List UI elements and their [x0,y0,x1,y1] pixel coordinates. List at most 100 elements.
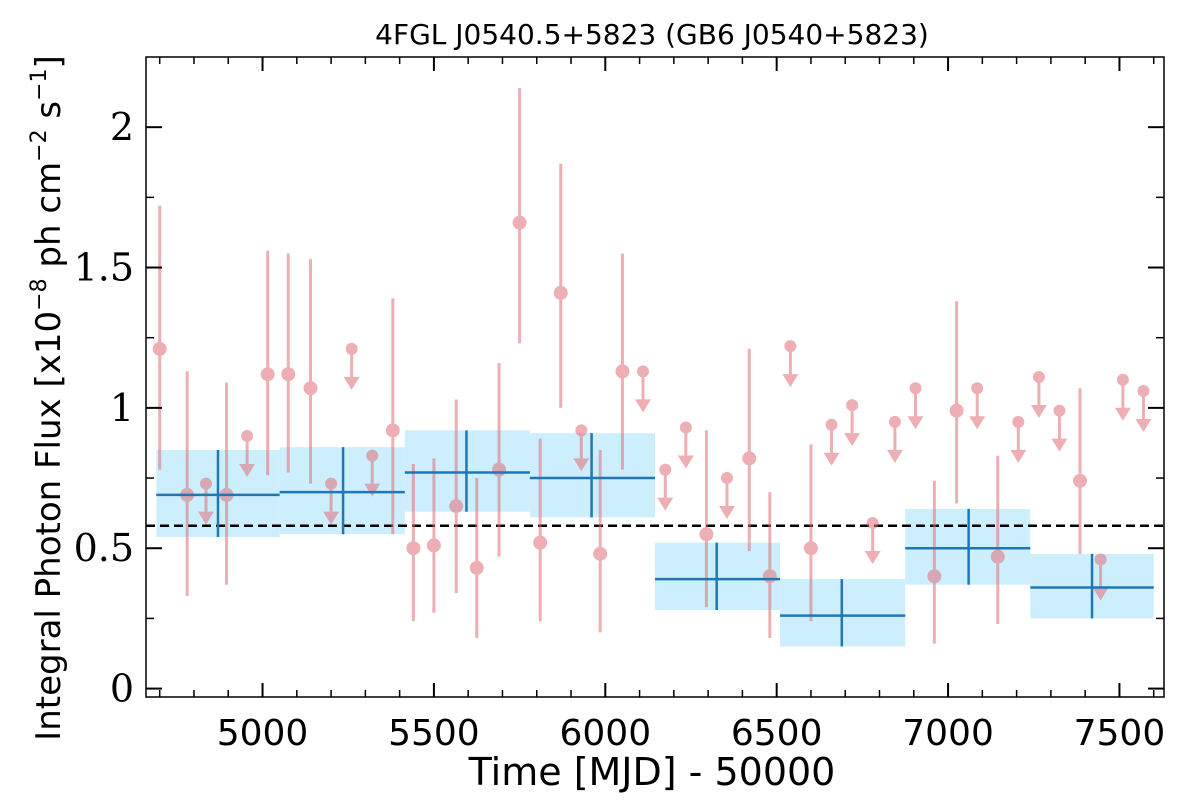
upper-limit-arrow-3 [343,376,360,390]
detection-marker-23 [990,549,1005,564]
y-tick-label-2: 1 [110,386,134,430]
long-bin-point-4 [655,542,781,610]
upper-limit-22 [1135,385,1152,433]
detection-marker-17 [699,527,714,542]
detection-marker-0 [152,341,167,356]
upper-limit-marker-7 [659,463,672,476]
detection-point-16 [615,253,630,470]
upper-limit-12 [844,399,861,447]
x-tick-label-0: 5000 [217,713,309,754]
upper-limit-marker-20 [1094,553,1107,566]
upper-limit-marker-19 [1053,404,1066,417]
long-bin-point-0 [156,449,280,537]
upper-limit-arrow-13 [864,550,881,564]
upper-limit-marker-6 [637,365,650,378]
x-axis-ticks: 5000 5500 6000 6500 7000 7500 [158,57,1166,754]
upper-limit-arrow-10 [782,374,799,388]
y-axis-label: Integral Photon Flux [x10−8 ph cm−2 s−1] [27,55,69,741]
detection-marker-13 [533,535,548,550]
detection-point-22 [949,301,964,504]
y-tick-label-4: 2 [110,105,134,149]
upper-limit-6 [635,365,652,413]
detection-marker-8 [426,538,441,553]
upper-limit-marker-0 [199,477,212,490]
detection-point-24 [1073,388,1088,554]
upper-limit-15 [907,382,924,430]
upper-limit-marker-15 [909,382,922,395]
upper-limit-arrow-9 [718,506,735,520]
long-bin-point-7 [1030,553,1154,619]
y-tick-label-0: 0 [110,667,134,711]
detection-point-6 [385,298,400,535]
upper-limit-0 [197,477,214,525]
detection-marker-18 [742,451,757,466]
upper-limit-marker-2 [325,477,338,490]
detection-marker-20 [803,541,818,556]
y-tick-label-1: 0.5 [74,526,134,570]
detection-marker-21 [927,569,942,584]
detection-marker-19 [762,569,777,584]
upper-limit-arrow-20 [1092,587,1109,601]
x-tick-label-3: 6500 [731,713,823,754]
upper-limit-marker-21 [1116,373,1129,386]
upper-limit-21 [1114,373,1131,421]
y-axis-label-exp3: −1 [27,68,52,100]
detection-point-15 [593,449,608,633]
upper-limit-marker-12 [846,399,859,412]
detection-marker-16 [615,364,630,379]
upper-limit-arrow-8 [677,455,694,469]
detection-marker-24 [1073,473,1088,488]
upper-limit-13 [864,516,881,564]
detection-marker-14 [553,285,568,300]
x-axis-label: Time [MJD] - 50000 [468,750,836,794]
y-axis-label-exp2: −2 [27,129,52,161]
upper-limit-arrow-5 [573,458,590,472]
long-bin-point-2 [404,430,530,512]
long-bin-point-1 [279,447,405,535]
detection-marker-11 [492,462,507,477]
detection-marker-9 [449,499,464,514]
upper-limit-2 [323,477,340,525]
upper-limit-marker-22 [1137,385,1150,398]
upper-limit-arrow-4 [364,483,381,497]
upper-limit-arrow-2 [323,511,340,525]
y-axis-ticks: 0 0.5 1 1.5 2 [74,105,1164,711]
long-bin-point-5 [780,579,906,647]
upper-limit-14 [886,415,903,463]
detection-marker-3 [260,367,275,382]
detection-point-3 [260,250,275,476]
chart-title: 4FGL J0540.5+5823 (GB6 J0540+5823) [375,18,929,51]
upper-limit-7 [657,463,674,511]
detection-point-18 [742,348,757,552]
upper-limit-marker-10 [784,340,797,353]
upper-limit-marker-5 [575,424,588,437]
upper-limit-arrow-1 [239,463,256,477]
upper-limit-arrow-21 [1114,407,1131,421]
detection-marker-4 [281,367,296,382]
upper-limit-marker-14 [888,415,901,428]
upper-limit-arrow-12 [844,433,861,447]
upper-limit-5 [573,424,590,472]
detection-marker-15 [593,546,608,561]
y-tick-label-3: 1.5 [74,246,134,290]
long-bin-point-6 [905,508,1031,585]
detection-point-10 [469,478,484,639]
detection-marker-22 [949,403,964,418]
upper-limit-arrow-6 [635,399,652,413]
upper-limit-marker-3 [345,342,358,355]
upper-limit-points [197,340,1152,601]
upper-limit-11 [823,418,840,466]
detection-marker-6 [385,423,400,438]
upper-limit-marker-16 [971,382,984,395]
long-bin-points [156,430,1154,647]
x-tick-label-5: 7500 [1074,713,1166,754]
y-axis-label-mid2: s [29,101,69,130]
long-bin-bands [156,430,1154,647]
upper-limit-marker-4 [366,449,379,462]
upper-limit-arrow-16 [969,416,986,430]
detection-point-7 [406,464,421,622]
upper-limit-1 [239,429,256,477]
upper-limit-arrow-18 [1030,405,1047,418]
detection-point-12 [512,87,527,344]
